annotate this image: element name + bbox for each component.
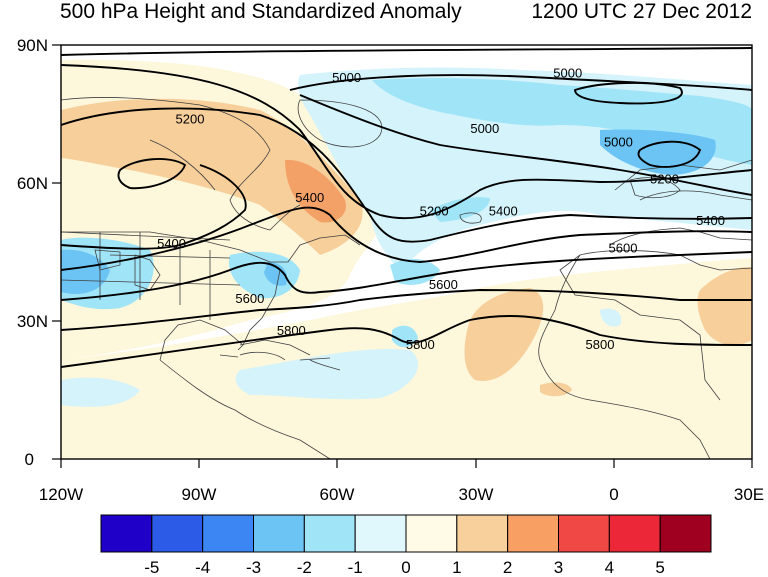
colorbar-swatch — [303, 514, 356, 553]
contour-label: 5800 — [277, 323, 306, 338]
latitude-labels: 90N 60N 30N 0 — [17, 36, 48, 469]
colorbar-label: -3 — [246, 558, 261, 577]
lon-label-60w: 60W — [320, 485, 355, 504]
contour-label: 5000 — [604, 135, 633, 150]
colorbar-label: 0 — [401, 558, 410, 577]
colorbar-label: 4 — [605, 558, 614, 577]
lat-label-90n: 90N — [17, 36, 48, 55]
contour-label: 5200 — [650, 171, 679, 186]
contour-label: 5000 — [470, 121, 499, 136]
height-contours — [61, 47, 752, 368]
contour-label: 5800 — [586, 337, 615, 352]
colorbar-swatch — [659, 514, 712, 553]
colorbar-swatch — [202, 514, 255, 553]
colorbar-label: -1 — [348, 558, 363, 577]
lon-label-30w: 30W — [459, 485, 494, 504]
colorbar — [100, 514, 712, 553]
axis-ticks — [52, 44, 753, 468]
contour-label: 5400 — [157, 236, 186, 251]
colorbar-label: 1 — [452, 558, 461, 577]
colorbar-swatch — [253, 514, 305, 553]
colorbar-swatch — [608, 514, 661, 553]
map-panel: 5000 5000 5000 5000 5200 5200 5200 5400 5400 5400… — [61, 45, 752, 459]
contour-label: 5600 — [235, 291, 264, 306]
contour-label: 5400 — [696, 213, 725, 228]
colorbar-swatch — [456, 514, 509, 553]
positive-anomaly-shading — [61, 59, 752, 459]
map-title: 500 hPa Height and Standardized Anomaly — [60, 0, 462, 23]
lat-label-30n: 30N — [17, 312, 48, 331]
colorbar-swatch — [100, 514, 153, 553]
contour-label: 5400 — [295, 190, 324, 205]
colorbar-label: -4 — [195, 558, 210, 577]
colorbar-swatch — [151, 514, 204, 553]
colorbar-swatch — [507, 514, 559, 553]
lon-label-0: 0 — [609, 485, 618, 504]
colorbar-label: 2 — [503, 558, 512, 577]
contour-label: 5200 — [176, 112, 205, 127]
colorbar-swatch — [558, 514, 610, 553]
colorbar-labels: -5 -4 -3 -2 -1 0 1 2 3 4 5 — [144, 558, 665, 577]
map-frame — [60, 44, 753, 460]
lat-label-60n: 60N — [17, 174, 48, 193]
contour-label: 5600 — [429, 277, 458, 292]
coastlines — [61, 97, 752, 459]
colorbar-label: 5 — [655, 558, 664, 577]
colorbar-label: -2 — [297, 558, 312, 577]
contour-label: 5000 — [332, 70, 361, 85]
lon-label-120w: 120W — [39, 485, 83, 504]
lon-label-90w: 90W — [182, 485, 217, 504]
contour-label: 5200 — [420, 204, 449, 219]
colorbar-label: 3 — [554, 558, 563, 577]
contour-label: 5400 — [489, 204, 518, 219]
lon-label-30e: 30E — [734, 485, 764, 504]
valid-time-label: 1200 UTC 27 Dec 2012 — [531, 0, 752, 23]
contour-label: 5600 — [609, 240, 638, 255]
colorbar-swatch — [354, 514, 407, 553]
contour-labels: 5000 5000 5000 5000 5200 5200 5200 5400 5400 5400… — [157, 66, 725, 352]
contour-label: 5800 — [406, 337, 435, 352]
colorbar-swatch — [405, 514, 458, 553]
longitude-labels: 120W 90W 60W 30W 0 30E — [39, 485, 764, 504]
colorbar-label: -5 — [144, 558, 159, 577]
contour-label: 5000 — [553, 66, 582, 81]
lat-label-0: 0 — [25, 450, 34, 469]
